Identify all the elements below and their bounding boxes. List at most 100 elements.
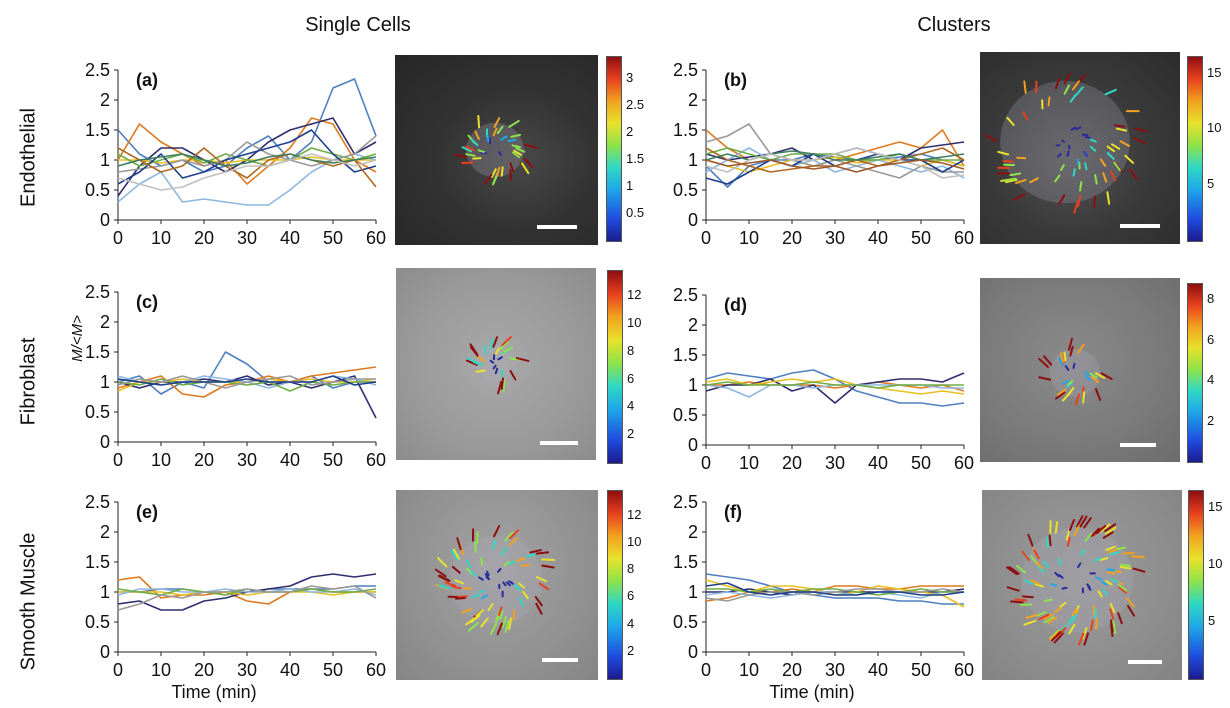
y-tick-label: 2 — [688, 522, 698, 542]
x-tick-label: 50 — [911, 453, 931, 473]
displacement-vector — [444, 581, 457, 587]
cell-body — [1000, 80, 1130, 204]
x-tick-label: 40 — [280, 228, 300, 248]
x-tick-label: 40 — [868, 228, 888, 248]
displacement-vector — [471, 594, 481, 598]
displacement-vector — [1070, 126, 1077, 131]
displacement-vector — [1056, 388, 1067, 396]
displacement-vector — [493, 117, 501, 128]
displacement-vector — [477, 576, 484, 581]
displacement-vector — [478, 589, 486, 594]
displacement-vector — [454, 596, 467, 600]
series-line — [705, 147, 965, 179]
displacement-vector — [1067, 387, 1075, 396]
displacement-vector — [1054, 391, 1066, 400]
colorbar-tick-label: 8 — [1207, 291, 1215, 307]
displacement-vector — [1122, 551, 1135, 555]
cell-body — [476, 344, 516, 382]
displacement-vector — [1071, 608, 1078, 617]
displacement-vector — [508, 357, 520, 361]
colorbar-c — [607, 270, 623, 464]
displacement-vector — [1077, 562, 1082, 569]
displacement-vector — [475, 369, 486, 373]
displacement-vector — [1100, 372, 1113, 380]
displacement-vector — [1114, 124, 1126, 128]
displacement-vector — [1057, 558, 1062, 566]
displacement-vector — [1112, 620, 1117, 634]
displacement-vector — [491, 540, 497, 551]
scale-bar — [542, 658, 578, 662]
displacement-vector — [515, 557, 526, 562]
displacement-vector — [1035, 611, 1047, 617]
displacement-vector — [503, 561, 510, 567]
displacement-vector — [1133, 136, 1146, 144]
colorbar-tick-label: 0.5 — [626, 204, 645, 220]
displacement-vector — [1043, 598, 1053, 603]
displacement-vector — [465, 145, 475, 152]
series-line — [705, 147, 965, 179]
y-tick-label: 1.5 — [673, 120, 698, 140]
series-line — [705, 588, 965, 602]
colorbar-b — [1187, 56, 1203, 242]
displacement-vector — [1084, 532, 1093, 542]
displacement-vector — [492, 127, 498, 137]
y-tick-label: 1.5 — [673, 552, 698, 572]
x-tick-label: 20 — [782, 228, 802, 248]
displacement-vector — [500, 135, 508, 141]
x-tick-label: 10 — [739, 660, 759, 680]
colorbar-tick-label: 10 — [627, 314, 642, 330]
colorbar-tick-label: 12 — [627, 287, 642, 303]
displacement-vector — [497, 356, 503, 361]
series-line — [705, 573, 964, 605]
y-tick-label: 2.5 — [85, 492, 110, 512]
displacement-vector — [1071, 80, 1081, 91]
panel-label: (c) — [136, 292, 158, 312]
y-tick-label: 0 — [688, 210, 698, 230]
displacement-vector — [515, 357, 530, 362]
displacement-vector — [1063, 84, 1071, 95]
displacement-vector — [1053, 632, 1064, 644]
displacement-vector — [1075, 126, 1082, 131]
displacement-vector — [1043, 616, 1055, 624]
displacement-vector — [1006, 586, 1020, 592]
displacement-vector — [1008, 566, 1020, 575]
displacement-vector — [1113, 161, 1121, 172]
displacement-vector — [486, 570, 490, 577]
y-tick-label: 2 — [688, 315, 698, 335]
y-tick-label: 2.5 — [85, 282, 110, 302]
x-tick-label: 50 — [911, 660, 931, 680]
x-tick-label: 60 — [366, 450, 386, 470]
displacement-vector — [481, 594, 488, 600]
displacement-vector — [489, 338, 494, 350]
y-tick-label: 1.5 — [85, 342, 110, 362]
displacement-vector — [477, 114, 481, 129]
x-tick-label: 60 — [954, 660, 974, 680]
displacement-vector — [1099, 523, 1111, 533]
x-tick-label: 0 — [113, 228, 123, 248]
displacement-vector — [1045, 536, 1050, 549]
y-tick-label: 0 — [688, 642, 698, 662]
displacement-vector — [523, 157, 534, 169]
x-tick-label: 20 — [194, 228, 214, 248]
displacement-vector — [1105, 545, 1116, 551]
microscopy-image-c — [396, 268, 596, 460]
colorbar-tick-label: 12 — [627, 506, 642, 522]
displacement-vector — [496, 166, 501, 177]
displacement-vector — [450, 585, 462, 590]
displacement-vector — [535, 551, 550, 555]
displacement-vector — [1063, 351, 1067, 362]
displacement-vector — [518, 597, 524, 607]
x-tick-label: 20 — [194, 450, 214, 470]
colorbar-tick-label: 6 — [627, 370, 635, 386]
y-tick-label: 0 — [100, 432, 110, 452]
displacement-vector — [1118, 584, 1128, 592]
displacement-vector — [496, 622, 503, 636]
displacement-vector — [1067, 379, 1074, 386]
colorbar-e — [607, 490, 623, 680]
displacement-vector — [511, 144, 522, 149]
x-tick-label: 0 — [701, 660, 711, 680]
displacement-vector — [492, 364, 497, 370]
displacement-vector — [517, 582, 525, 589]
row-label-fibroblast: Fibroblast — [17, 337, 40, 426]
displacement-vector — [454, 579, 464, 585]
